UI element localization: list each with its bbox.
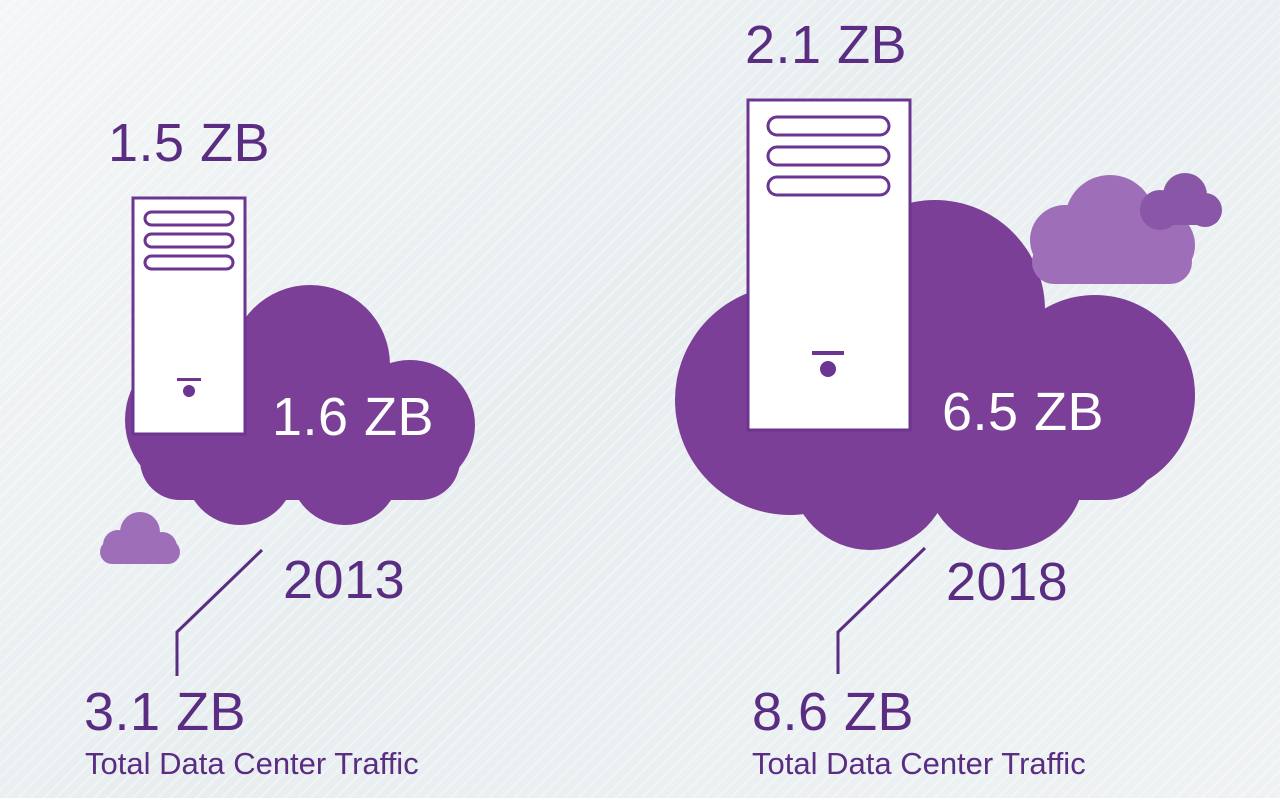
total-label-2018: Total Data Center Traffic [752, 746, 1086, 781]
year-label-2013: 2013 [283, 550, 406, 610]
total-label-2013: Total Data Center Traffic [85, 746, 419, 781]
traditional-value-2018: 2.1 ZB [745, 15, 908, 75]
total-value-2013: 3.1 ZB [84, 682, 247, 742]
cloud-value-2013: 1.6 ZB [272, 387, 435, 447]
small-cloud-icon-2013 [100, 512, 180, 564]
connector-line-2018 [836, 546, 927, 674]
traditional-value-2013: 1.5 ZB [108, 113, 271, 173]
server-icon-2018 [746, 98, 912, 432]
small-cloud-icon-2018 [1030, 173, 1222, 284]
connector-line-2013 [175, 548, 264, 676]
year-label-2018: 2018 [946, 552, 1069, 612]
cloud-value-2018: 6.5 ZB [942, 382, 1105, 442]
total-value-2018: 8.6 ZB [752, 682, 915, 742]
server-icon-2013 [131, 196, 247, 436]
